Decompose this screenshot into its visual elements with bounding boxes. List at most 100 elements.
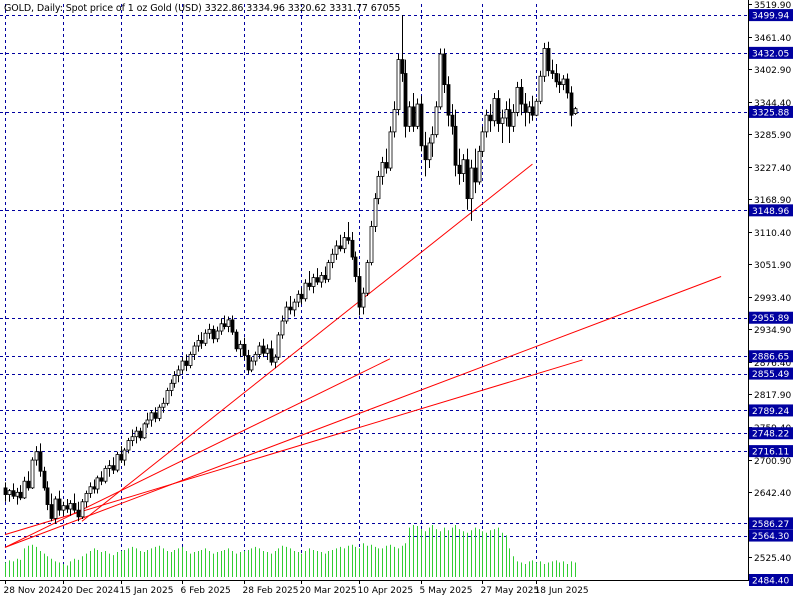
level-label: 2855.49 bbox=[752, 370, 789, 380]
bull-candle-body bbox=[342, 237, 347, 250]
price-tick-label: 2525.40 bbox=[754, 554, 791, 564]
bull-candle-body bbox=[534, 100, 539, 116]
level-label: 2564.30 bbox=[752, 532, 789, 542]
bull-candle-body bbox=[61, 505, 66, 511]
price-tick-label: 3344.40 bbox=[754, 99, 791, 109]
bull-candle-body bbox=[226, 319, 231, 327]
bear-candle-body bbox=[457, 164, 462, 175]
bear-candle-body bbox=[315, 277, 320, 283]
price-tick-label: 2700.90 bbox=[754, 457, 791, 467]
bull-candle-body bbox=[192, 345, 197, 355]
trendline[interactable] bbox=[4, 276, 722, 548]
bull-candle-body bbox=[172, 375, 177, 384]
bull-candle-body bbox=[238, 343, 243, 350]
time-tick-label: 18 Jun 2025 bbox=[535, 586, 589, 596]
trendline[interactable] bbox=[81, 163, 533, 522]
bull-candle-body bbox=[84, 493, 89, 503]
chart-title: GOLD, Daily: Spot price of 1 oz Gold (US… bbox=[4, 3, 401, 14]
bull-candle-body bbox=[7, 490, 12, 495]
price-tick-label: 3168.90 bbox=[754, 196, 791, 206]
bull-candle-body bbox=[126, 440, 131, 451]
level-label: 2886.65 bbox=[752, 353, 789, 363]
bull-candle-body bbox=[376, 175, 381, 200]
bear-candle-body bbox=[350, 239, 355, 258]
level-label-bg bbox=[749, 350, 793, 363]
level-label: 2586.27 bbox=[752, 520, 789, 530]
level-label: 2716.11 bbox=[752, 448, 789, 458]
bull-candle-body bbox=[115, 454, 120, 471]
bull-candle-body bbox=[373, 198, 378, 227]
bear-candle-body bbox=[76, 509, 81, 518]
trendline[interactable] bbox=[4, 358, 391, 548]
bull-candle-body bbox=[319, 274, 324, 283]
level-label: 3325.88 bbox=[752, 108, 789, 118]
bear-candle-body bbox=[11, 490, 16, 497]
bear-candle-body bbox=[184, 360, 189, 366]
bear-candle-body bbox=[523, 103, 528, 113]
bear-candle-body bbox=[488, 114, 493, 122]
bear-candle-body bbox=[26, 480, 31, 489]
bull-candle-body bbox=[326, 262, 331, 280]
bear-candle-body bbox=[42, 470, 47, 489]
bull-candle-body bbox=[430, 134, 435, 144]
bear-candle-body bbox=[357, 276, 362, 308]
level-label-bg bbox=[749, 574, 793, 586]
bull-candle-body bbox=[196, 340, 201, 347]
candle-layer bbox=[3, 15, 578, 525]
bear-candle-body bbox=[261, 345, 266, 354]
bear-candle-body bbox=[565, 78, 570, 94]
bear-candle-body bbox=[246, 355, 251, 371]
bull-candle-body bbox=[311, 277, 316, 287]
bear-candle-body bbox=[423, 145, 428, 161]
bear-candle-body bbox=[211, 328, 216, 340]
price-tick-label: 3461.40 bbox=[754, 34, 791, 44]
bear-candle-body bbox=[546, 48, 551, 72]
bull-candle-body bbox=[257, 345, 262, 355]
bull-candle-body bbox=[145, 419, 150, 425]
bear-candle-body bbox=[557, 81, 562, 86]
bear-candle-body bbox=[65, 505, 70, 510]
bull-candle-body bbox=[434, 106, 439, 136]
trendline-layer[interactable] bbox=[4, 163, 722, 548]
bull-candle-body bbox=[130, 436, 135, 442]
bear-candle-body bbox=[57, 498, 62, 511]
bear-candle-body bbox=[346, 237, 351, 241]
bear-candle-body bbox=[419, 103, 424, 147]
bull-candle-body bbox=[215, 330, 220, 340]
bull-candle-body bbox=[249, 360, 254, 371]
bull-candle-body bbox=[388, 131, 393, 169]
bull-candle-body bbox=[461, 159, 466, 175]
price-tick-label: 2993.40 bbox=[754, 294, 791, 304]
level-label: 3499.94 bbox=[752, 12, 789, 22]
bear-candle-body bbox=[3, 487, 8, 495]
level-label-bg bbox=[749, 367, 793, 380]
bear-candle-body bbox=[269, 348, 274, 363]
level-label: 2484.40 bbox=[752, 577, 789, 587]
bull-candle-body bbox=[95, 477, 100, 490]
bull-candle-body bbox=[492, 98, 497, 122]
bull-candle-body bbox=[265, 348, 270, 354]
bull-candle-body bbox=[469, 167, 474, 200]
price-tick-label: 3285.90 bbox=[754, 131, 791, 141]
level-label-bg bbox=[749, 404, 793, 417]
bear-candle-body bbox=[92, 486, 97, 490]
bull-candle-body bbox=[438, 53, 443, 108]
bear-candle-body bbox=[242, 343, 247, 356]
bull-candle-body bbox=[484, 114, 489, 133]
bear-candle-body bbox=[442, 53, 447, 86]
level-label: 2789.24 bbox=[752, 407, 789, 417]
bear-candle-body bbox=[473, 167, 478, 183]
bull-candle-body bbox=[296, 293, 301, 303]
level-label-bg bbox=[749, 427, 793, 440]
time-tick-label: 27 May 2025 bbox=[481, 586, 540, 596]
bear-candle-body bbox=[299, 293, 304, 300]
price-tick-label: 3110.40 bbox=[754, 229, 791, 239]
bear-candle-body bbox=[384, 162, 389, 169]
bull-candle-body bbox=[188, 353, 193, 366]
bull-candle-body bbox=[103, 468, 108, 482]
bull-candle-body bbox=[538, 75, 543, 102]
bear-candle-body bbox=[199, 340, 204, 344]
bull-candle-body bbox=[134, 430, 139, 438]
